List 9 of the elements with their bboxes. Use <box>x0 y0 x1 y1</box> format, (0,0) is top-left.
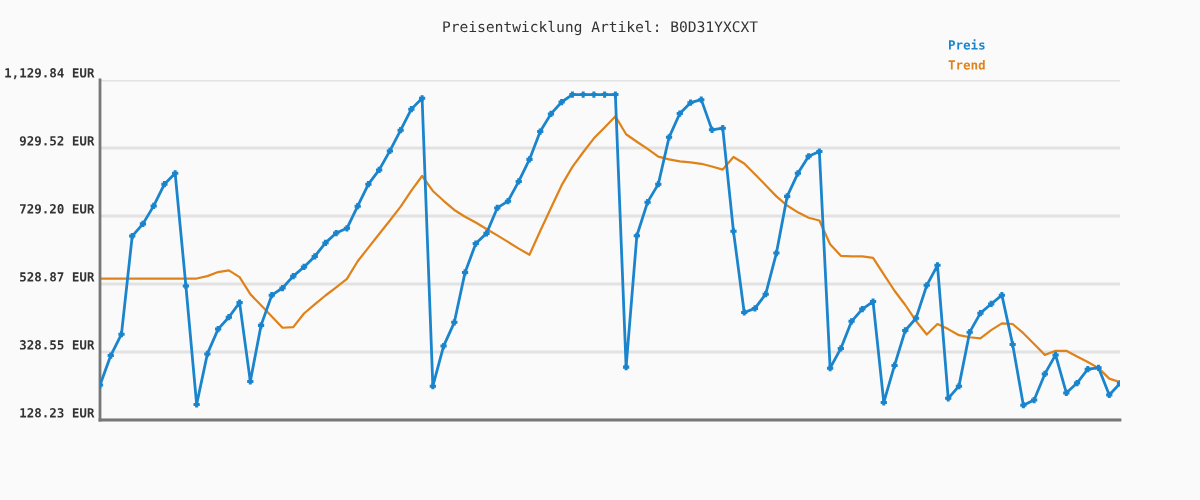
text: Trend <box>948 59 985 70</box>
y-tick-label: 328.55 EUR <box>19 340 95 350</box>
y-tick-label: 929.52 EUR <box>19 136 95 146</box>
y-tick-label: 528.87 EUR <box>20 272 95 282</box>
text: Preis <box>948 39 985 50</box>
chart-title: Preisentwicklung Artikel: B0D31YXCXT <box>443 20 758 36</box>
y-tick-label: 1,129.84 EUR <box>5 68 95 80</box>
y-tick-label: 128.23 EUR <box>20 408 95 418</box>
y-tick-label: 729.20 EUR <box>20 204 95 214</box>
